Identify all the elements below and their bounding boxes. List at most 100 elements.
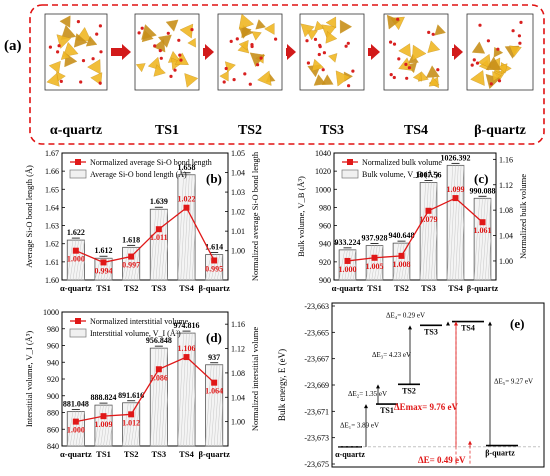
- oxygen-atom: [321, 68, 325, 72]
- normalized-point: [452, 195, 459, 202]
- oxygen-atom: [518, 41, 522, 45]
- y-tick-label: 920: [319, 258, 331, 267]
- y-tick-label: 1000: [315, 185, 331, 194]
- delta-e5-label: ΔE₅= 9.27 eV: [494, 378, 533, 386]
- bar-hatch: [183, 333, 190, 447]
- oxygen-atom: [178, 53, 182, 57]
- sio4-tetrahedron: [411, 44, 427, 61]
- sio4-tetrahedron: [325, 31, 338, 44]
- oxygen-atom: [313, 37, 318, 42]
- sio4-tetrahedron: [412, 71, 422, 82]
- oxygen-atom: [259, 56, 263, 60]
- panel-label: (b): [206, 171, 222, 186]
- y2-tick-label: 1.03: [231, 188, 245, 197]
- sio4-tetrahedron: [251, 31, 262, 41]
- sio4-tetrahedron: [313, 74, 326, 86]
- normalized-point: [479, 219, 486, 226]
- transition-arrow: [452, 44, 463, 60]
- legend-line-marker: [347, 159, 353, 165]
- legend-bar-swatch: [341, 169, 359, 179]
- normalized-value-label: 1.022: [178, 195, 196, 204]
- bar-hatch: [341, 249, 348, 281]
- delta-e3-arrow-head: [408, 325, 412, 330]
- oxygen-atom: [497, 79, 502, 83]
- bar-hatch: [100, 405, 107, 447]
- sio4-tetrahedron: [255, 19, 266, 30]
- x-tick-label: TS3: [421, 283, 436, 293]
- y2-axis-label: Normalized bulk volume: [518, 174, 528, 259]
- y-tick-label: 860: [47, 425, 59, 434]
- bar-hatch: [161, 348, 168, 447]
- x-tick-label: TS4: [179, 449, 194, 459]
- bar-hatch: [455, 165, 462, 281]
- oxygen-atom: [392, 75, 396, 80]
- bar-hatch: [125, 402, 132, 447]
- bar-hatch: [189, 174, 196, 281]
- legend-line-label: Normalized average Si-O bond length: [90, 158, 212, 167]
- oxygen-atom: [397, 57, 401, 61]
- oxygen-atom: [76, 20, 80, 24]
- bar-hatch: [208, 364, 215, 447]
- x-tick-label: TS3: [152, 283, 167, 293]
- oxygen-atom: [59, 79, 63, 83]
- oxygen-atom: [179, 58, 183, 62]
- bar-hatch: [347, 249, 354, 281]
- sio4-tetrahedron: [224, 61, 236, 73]
- energy-tick-label: -23,665: [304, 328, 329, 337]
- sio4-tetrahedron: [509, 45, 522, 58]
- bar-value-label: 1.614: [205, 243, 223, 252]
- bar-value-label: 937: [208, 353, 220, 362]
- panel-label: (d): [206, 330, 222, 345]
- oxygen-atom: [322, 51, 326, 55]
- bar-hatch: [487, 198, 491, 281]
- y2-tick-label: 1.08: [231, 369, 245, 378]
- delta-e1-arrow-head: [364, 404, 368, 409]
- normalized-value-label: 1.079: [420, 215, 438, 224]
- x-tick-label: TS4: [179, 283, 194, 293]
- sio4-tetrahedron: [427, 40, 441, 53]
- y2-tick-label: 1.00: [231, 247, 245, 256]
- bar-hatch: [368, 245, 375, 281]
- legend-line-marker: [75, 159, 81, 165]
- y-tick-label: 900: [47, 392, 59, 401]
- oxygen-atom: [306, 61, 310, 65]
- structure-1: α-quartz: [44, 13, 108, 138]
- y-tick-label: 960: [47, 342, 59, 351]
- bar-hatch: [404, 243, 411, 281]
- y-tick-label: 940: [47, 358, 59, 367]
- oxygen-atom: [224, 66, 228, 71]
- structure-label: TS1: [155, 123, 179, 138]
- bar-hatch: [219, 364, 223, 447]
- oxygen-atom: [392, 42, 397, 46]
- oxygen-atom: [519, 20, 523, 24]
- bar-value-label: 1.622: [67, 228, 85, 237]
- x-tick-label: TS4: [448, 283, 463, 293]
- bar-hatch: [78, 240, 85, 281]
- sio4-tetrahedron: [428, 76, 440, 87]
- oxygen-atom: [405, 76, 409, 80]
- bar-hatch: [130, 402, 138, 447]
- sio4-tetrahedron: [48, 60, 61, 74]
- panel-e-label: (e): [510, 316, 524, 331]
- bar-value-label: 888.824: [91, 393, 117, 402]
- y-tick-label: 920: [47, 375, 59, 384]
- y-tick-label: 980: [47, 325, 59, 334]
- y2-tick-label: 1.00: [499, 257, 513, 266]
- oxygen-atom: [478, 23, 482, 27]
- bar-hatch: [485, 198, 491, 281]
- oxygen-atom: [344, 44, 348, 48]
- bar-hatch: [473, 198, 480, 281]
- bar-hatch: [152, 209, 160, 281]
- bar-hatch: [205, 254, 212, 281]
- energy-tick-label: -23,675: [304, 460, 329, 469]
- y-tick-label: 880: [47, 409, 59, 418]
- x-tick-label: TS2: [394, 283, 409, 293]
- bar-hatch: [128, 402, 135, 447]
- oxygen-atom: [57, 44, 61, 48]
- sio4-tetrahedron: [46, 72, 60, 87]
- normalized-point: [183, 354, 190, 361]
- normalized-value-label: 1.000: [339, 265, 357, 274]
- bar-hatch: [237, 255, 243, 280]
- legend-bar-swatch: [69, 328, 87, 338]
